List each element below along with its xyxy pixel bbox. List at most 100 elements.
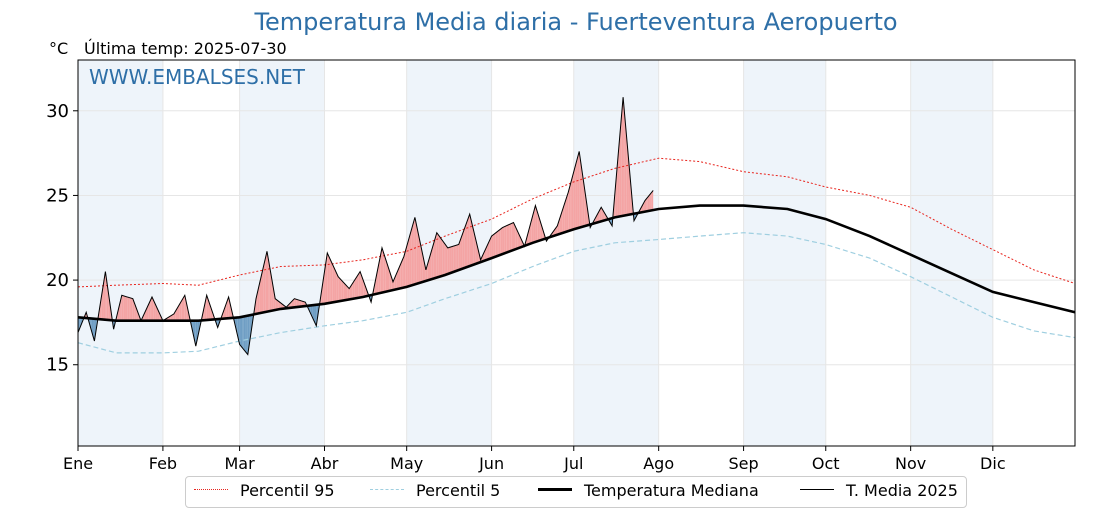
- above-median-fill: [291, 300, 294, 308]
- above-median-fill: [184, 295, 187, 321]
- above-median-fill: [646, 197, 648, 212]
- x-tick-label: Abr: [311, 454, 339, 473]
- above-median-fill: [601, 207, 603, 222]
- above-median-fill: [179, 301, 182, 321]
- above-median-fill: [182, 295, 185, 321]
- above-median-fill: [621, 97, 624, 217]
- above-median-fill: [396, 269, 399, 290]
- above-median-fill: [268, 259, 270, 312]
- legend-label-p5: Percentil 5: [416, 481, 501, 500]
- above-median-fill: [405, 243, 408, 288]
- above-median-fill: [455, 245, 457, 272]
- above-median-fill: [444, 242, 446, 276]
- chart-title: Temperatura Media diaria - Fuerteventura…: [254, 8, 898, 36]
- above-median-fill: [577, 151, 580, 229]
- above-median-fill: [266, 251, 269, 312]
- above-median-fill: [127, 297, 130, 321]
- above-median-fill: [120, 295, 122, 321]
- plot-frame: [77, 59, 1076, 447]
- above-median-fill: [334, 268, 337, 303]
- above-median-fill: [380, 247, 383, 293]
- above-median-fill: [425, 263, 428, 281]
- above-median-fill: [132, 298, 135, 321]
- above-median-fill: [513, 222, 516, 250]
- above-median-fill: [336, 272, 339, 302]
- above-median-fill: [436, 232, 439, 278]
- above-median-fill: [358, 271, 361, 298]
- above-median-fill: [506, 225, 509, 253]
- above-median-fill: [392, 277, 395, 291]
- above-median-fill: [466, 219, 468, 268]
- above-median-fill: [445, 245, 448, 275]
- x-tick-label: Feb: [149, 454, 177, 473]
- month-band: [78, 60, 163, 446]
- above-median-fill: [467, 214, 470, 267]
- above-median-fill: [497, 230, 499, 257]
- above-median-fill: [451, 246, 454, 273]
- above-median-fill: [299, 300, 302, 307]
- above-median-fill: [338, 276, 341, 302]
- above-median-fill: [269, 267, 272, 312]
- x-tick-label: Ene: [63, 454, 93, 473]
- above-median-fill: [157, 308, 160, 321]
- above-median-fill: [508, 224, 510, 252]
- above-median-fill: [352, 280, 355, 299]
- above-median-fill: [151, 297, 154, 321]
- above-median-fill: [130, 298, 133, 321]
- legend-item-p5: Percentil 5: [370, 481, 500, 500]
- above-median-fill: [332, 264, 335, 303]
- above-median-fill: [360, 271, 362, 298]
- above-median-fill: [456, 244, 459, 271]
- above-median-fill: [540, 223, 543, 241]
- above-median-fill: [489, 236, 492, 259]
- x-tick-label: Dic: [980, 454, 1006, 473]
- above-median-fill: [99, 294, 102, 320]
- above-median-fill: [460, 234, 463, 270]
- above-median-fill: [403, 249, 406, 288]
- month-band: [573, 60, 659, 446]
- above-median-fill: [413, 217, 415, 285]
- above-median-fill: [170, 315, 173, 321]
- legend-swatch-median: [538, 488, 572, 491]
- watermark: WWW.EMBALSES.NET: [89, 65, 306, 89]
- legend-swatch-current: [800, 489, 834, 490]
- above-median-fill: [429, 251, 432, 280]
- above-median-fill: [573, 164, 576, 230]
- above-median-fill: [121, 295, 124, 321]
- above-median-fill: [566, 192, 569, 232]
- above-median-fill: [533, 205, 536, 243]
- above-median-fill: [624, 117, 627, 216]
- above-median-fill: [581, 164, 583, 228]
- x-tick-label: Sep: [729, 454, 759, 473]
- above-median-fill: [449, 246, 452, 274]
- below-median-fill: [193, 320, 196, 347]
- unit-label: °C: [49, 39, 69, 58]
- above-median-fill: [628, 159, 631, 215]
- above-median-fill: [402, 256, 404, 288]
- legend: Percentil 95 Percentil 5 Temperatura Med…: [185, 476, 967, 508]
- temperature-chart: 15 20 25 30 Ene Feb Mar Abr May Jun Jul Ago Sep Oct No…: [46, 59, 1076, 473]
- above-median-fill: [150, 297, 152, 321]
- above-median-fill: [447, 247, 450, 275]
- legend-swatch-p95: [194, 489, 228, 490]
- above-median-fill: [383, 253, 386, 293]
- above-median-fill: [498, 229, 501, 256]
- above-median-fill: [568, 185, 571, 232]
- above-median-fill: [414, 217, 417, 285]
- series-line-current: [77, 97, 654, 356]
- above-median-fill: [391, 276, 393, 291]
- below-median-fill: [93, 318, 95, 342]
- above-median-fill: [398, 264, 401, 289]
- x-tick-label: Oct: [812, 454, 840, 473]
- above-median-fill: [424, 261, 426, 282]
- above-median-fill: [181, 298, 183, 321]
- above-median-fill: [570, 178, 572, 231]
- above-median-fill: [340, 278, 342, 302]
- above-median-fill: [321, 277, 324, 305]
- above-median-fill: [134, 302, 136, 321]
- above-median-fill: [296, 299, 299, 308]
- above-median-fill: [105, 271, 107, 320]
- above-median-fill: [438, 235, 441, 277]
- above-median-fill: [562, 203, 565, 233]
- above-median-fill: [327, 253, 330, 304]
